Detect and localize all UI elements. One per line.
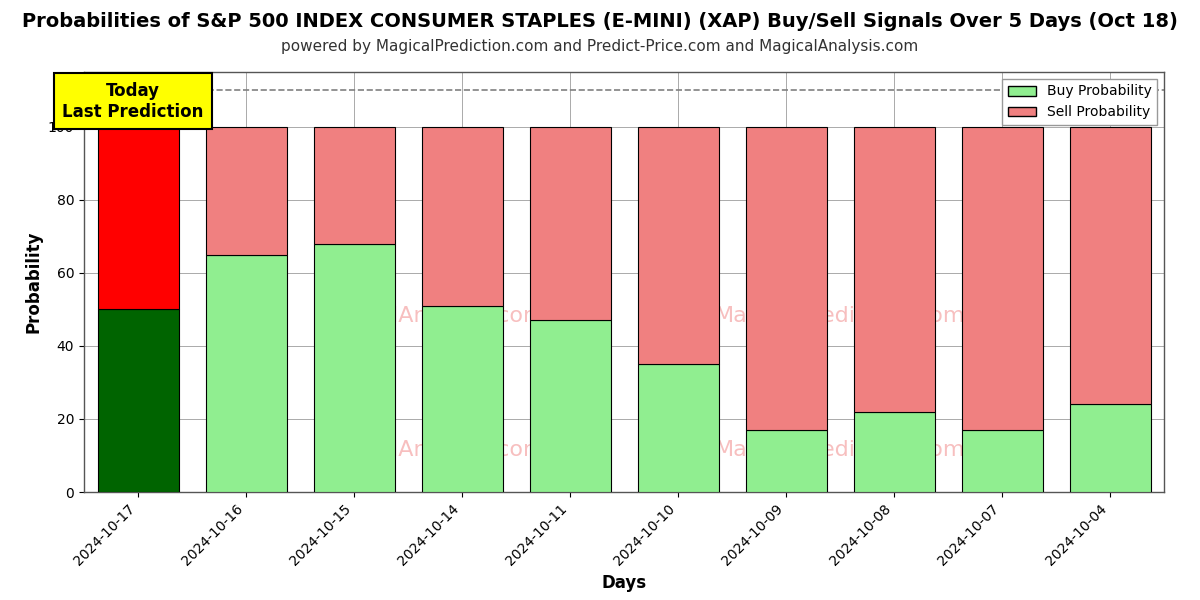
Bar (421, 127, 503, 306)
Bar (529, 320, 611, 492)
Bar (1069, 404, 1151, 492)
Text: MagicalPrediction.com: MagicalPrediction.com (715, 305, 965, 326)
Bar (853, 412, 935, 492)
Y-axis label: Probability: Probability (24, 231, 42, 333)
Bar (637, 127, 719, 364)
Text: MagicalPrediction.com: MagicalPrediction.com (715, 440, 965, 460)
Bar (961, 430, 1043, 492)
Text: Today
Last Prediction: Today Last Prediction (62, 82, 203, 121)
Bar (421, 306, 503, 492)
Bar (205, 127, 287, 254)
Text: MagicalAnalysis.com: MagicalAnalysis.com (313, 305, 546, 326)
Bar (745, 127, 827, 430)
Text: Probabilities of S&P 500 INDEX CONSUMER STAPLES (E-MINI) (XAP) Buy/Sell Signals : Probabilities of S&P 500 INDEX CONSUMER … (22, 12, 1178, 31)
Bar (313, 127, 395, 244)
Bar (97, 310, 179, 492)
Bar (313, 244, 395, 492)
Bar (961, 127, 1043, 430)
Bar (205, 254, 287, 492)
Text: MagicalAnalysis.com: MagicalAnalysis.com (313, 440, 546, 460)
X-axis label: Days: Days (601, 574, 647, 592)
Bar (637, 364, 719, 492)
Bar (745, 430, 827, 492)
Text: powered by MagicalPrediction.com and Predict-Price.com and MagicalAnalysis.com: powered by MagicalPrediction.com and Pre… (281, 39, 919, 54)
Legend: Buy Probability, Sell Probability: Buy Probability, Sell Probability (1002, 79, 1157, 125)
Bar (1069, 127, 1151, 404)
Bar (97, 127, 179, 310)
Bar (853, 127, 935, 412)
Bar (529, 127, 611, 320)
